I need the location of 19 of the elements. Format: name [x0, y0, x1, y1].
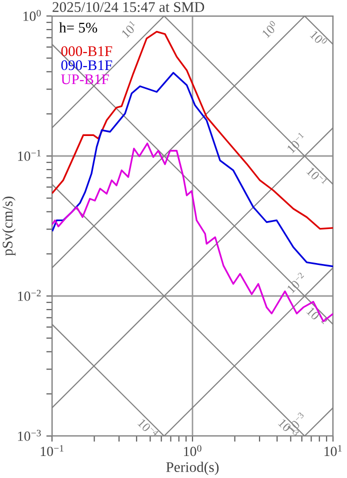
chart-title: 2025/10/24 15:47 at SMD — [52, 2, 204, 12]
x-tick-label: 10$^{0}$ — [184, 445, 202, 456]
annotation: 10$^{−4}$ — [137, 417, 160, 440]
y-axis-title: pSv(cm/s) — [2, 196, 16, 256]
y-tick-label: 10$^{0}$ — [24, 10, 41, 21]
annotation: 10$^{−1}$ — [306, 166, 328, 188]
x-tick-label: 10$^{1}$ — [324, 445, 342, 456]
y-tick-label: 10$^{−2}$ — [18, 290, 41, 301]
x-axis-title: Period(s) — [166, 462, 219, 476]
y-tick-label: 10$^{−3}$ — [18, 430, 41, 441]
annotation: 10$^{0}$ — [260, 20, 279, 38]
series-label: 000-B1F — [61, 46, 112, 56]
annotation: 10$^{1}$ — [120, 20, 138, 38]
text: 090-B1F — [61, 60, 112, 70]
y-tick-label: 10$^{−1}$ — [18, 150, 41, 161]
annotation: 10$^{0}$ — [310, 29, 328, 48]
annotation: h= 5% — [59, 22, 98, 33]
x-tick-label: 10$^{−1}$ — [40, 445, 64, 456]
text: UP-B1F — [61, 74, 109, 84]
